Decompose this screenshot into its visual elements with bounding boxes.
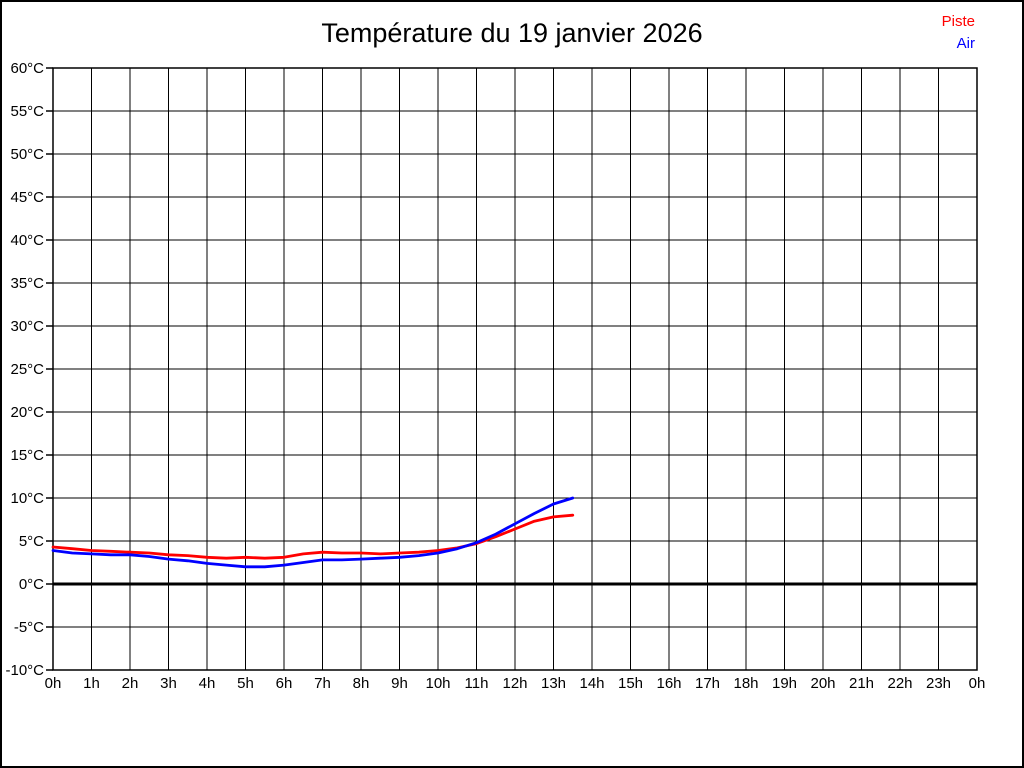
x-tick-label: 5h bbox=[237, 675, 254, 692]
x-tick-label: 4h bbox=[199, 675, 216, 692]
y-tick-label: 20°C bbox=[10, 404, 44, 421]
x-tick-label: 8h bbox=[353, 675, 370, 692]
x-tick-label: 1h bbox=[83, 675, 100, 692]
y-tick-label: -10°C bbox=[5, 662, 44, 679]
x-tick-label: 12h bbox=[502, 675, 527, 692]
chart-title: Température du 19 janvier 2026 bbox=[321, 18, 703, 48]
legend-item-air: Air bbox=[956, 35, 975, 52]
x-tick-label: 15h bbox=[618, 675, 643, 692]
x-tick-label: 10h bbox=[425, 675, 450, 692]
x-tick-label: 20h bbox=[810, 675, 835, 692]
x-tick-label: 23h bbox=[926, 675, 951, 692]
y-tick-label: 25°C bbox=[10, 361, 44, 378]
x-tick-label: 3h bbox=[160, 675, 177, 692]
y-tick-label: 50°C bbox=[10, 146, 44, 163]
y-tick-label: 0°C bbox=[19, 576, 44, 593]
x-tick-label: 6h bbox=[276, 675, 293, 692]
series-line-air bbox=[51, 496, 575, 569]
y-tick-label: 35°C bbox=[10, 275, 44, 292]
x-tick-label: 14h bbox=[579, 675, 604, 692]
x-tick-label: 7h bbox=[314, 675, 331, 692]
y-tick-label: 15°C bbox=[10, 447, 44, 464]
y-tick-label: -5°C bbox=[14, 619, 44, 636]
x-tick-label: 17h bbox=[695, 675, 720, 692]
x-tick-label: 22h bbox=[887, 675, 912, 692]
legend-item-piste: Piste bbox=[941, 13, 975, 30]
y-tick-label: 45°C bbox=[10, 189, 44, 206]
x-tick-label: 11h bbox=[465, 675, 489, 692]
y-tick-label: 30°C bbox=[10, 318, 44, 335]
x-tick-label: 0h bbox=[969, 675, 986, 692]
x-tick-label: 0h bbox=[45, 675, 62, 692]
x-tick-label: 2h bbox=[122, 675, 139, 692]
y-tick-label: 40°C bbox=[10, 232, 44, 249]
plot-border bbox=[52, 67, 978, 671]
x-tick-label: 18h bbox=[733, 675, 758, 692]
y-tick-label: 10°C bbox=[10, 490, 44, 507]
x-tick-label: 13h bbox=[541, 675, 566, 692]
x-tick-label: 9h bbox=[391, 675, 408, 692]
x-tick-label: 16h bbox=[656, 675, 681, 692]
legend: Piste Air bbox=[942, 11, 975, 55]
series-line-piste bbox=[51, 513, 575, 560]
y-tick-label: 60°C bbox=[10, 60, 44, 77]
x-tick-label: 21h bbox=[849, 675, 874, 692]
y-tick-label: 5°C bbox=[19, 533, 44, 550]
y-tick-label: 55°C bbox=[10, 103, 44, 120]
x-tick-label: 19h bbox=[772, 675, 797, 692]
